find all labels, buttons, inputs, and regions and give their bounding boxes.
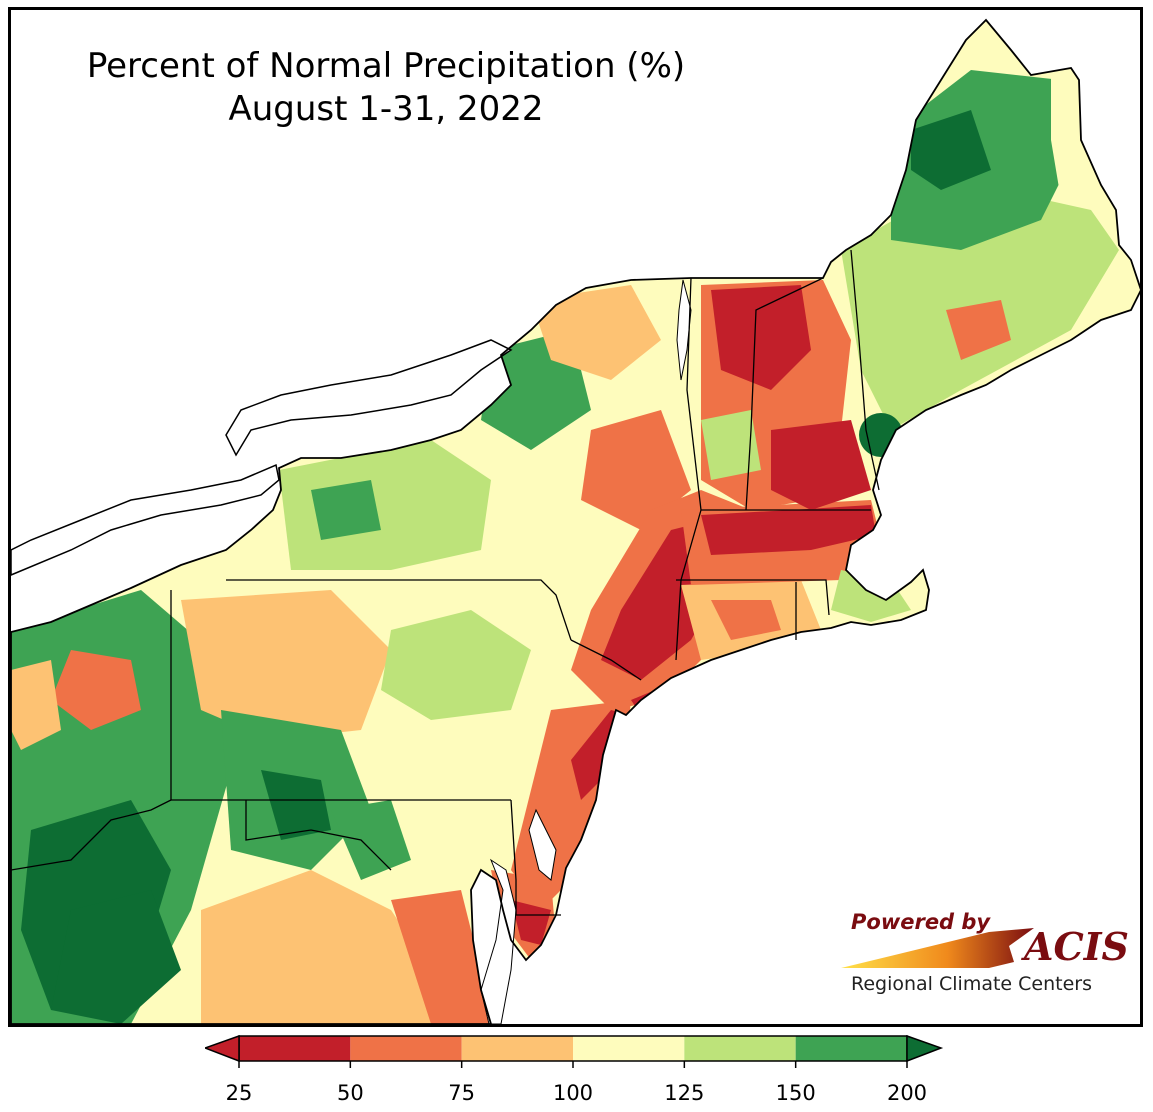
lake-erie xyxy=(11,463,280,576)
region-dry-me-coast xyxy=(946,300,1011,360)
region-very-dry-nh xyxy=(771,420,871,510)
map-frame: Percent of Normal Precipitation (%) Augu… xyxy=(8,7,1143,1027)
logo-acis: ACIS xyxy=(1024,924,1129,969)
map-subtitle: August 1-31, 2022 xyxy=(228,89,544,129)
colorbar-cell-0 xyxy=(239,1036,351,1061)
region-very-wet-me xyxy=(911,110,991,190)
colorbar-tick-label: 150 xyxy=(776,1081,816,1104)
state-borders xyxy=(11,249,880,916)
region-slightly-dry-ny-north xyxy=(531,285,661,380)
region-slightly-wet-pa-ne xyxy=(381,610,531,720)
colorbar-cell-3 xyxy=(573,1036,685,1061)
border-de-md xyxy=(510,799,561,916)
lake-champlain xyxy=(676,279,692,381)
colorbar-arrow-left xyxy=(205,1034,240,1063)
region-slightly-wet-vt xyxy=(701,410,761,480)
logo-swoosh-icon xyxy=(841,928,1034,968)
region-wet-md xyxy=(331,800,411,880)
region-slightly-dry-pa xyxy=(181,590,391,740)
precip-regions xyxy=(11,70,1119,1024)
precipitation-map xyxy=(11,19,1140,1024)
region-wet-ny-west xyxy=(311,480,381,540)
colorbar-cells xyxy=(238,1035,908,1062)
region-normal-me-east xyxy=(1051,70,1101,200)
border-vt-nh xyxy=(745,277,824,511)
logo-powered-by: Powered by xyxy=(851,910,991,934)
colorbar-tick-label: 50 xyxy=(337,1081,364,1104)
colorbar-cell-4 xyxy=(684,1036,796,1061)
colorbar-arrow-right xyxy=(906,1034,944,1063)
colorbar-cell-2 xyxy=(461,1036,573,1061)
colorbar-cell-1 xyxy=(350,1036,462,1061)
colorbar-tick-label: 100 xyxy=(553,1081,593,1104)
delaware-bay xyxy=(528,808,557,881)
map-title: Percent of Normal Precipitation (%) xyxy=(86,46,686,86)
border-ny-pa xyxy=(226,579,572,641)
region-dry-va-east xyxy=(391,890,491,1024)
region-slightly-dry-ohio xyxy=(11,660,61,750)
border-wv-va xyxy=(11,799,172,871)
colorbar-tick-label: 75 xyxy=(448,1081,475,1104)
region-dry-ny-east xyxy=(581,410,691,530)
colorbar-legend: 25 50 75 100 125 150 200 xyxy=(205,1034,944,1104)
colorbar-tick-label: 125 xyxy=(664,1081,704,1104)
colorbar-tick-label: 200 xyxy=(887,1081,927,1104)
logo-tagline: Regional Climate Centers xyxy=(851,973,1093,995)
border-nh-me xyxy=(850,249,880,491)
acis-logo: Powered by ACIS Regional Climate Centers xyxy=(839,910,1129,1005)
region-very-dry-ma xyxy=(701,505,876,555)
lake-ontario xyxy=(225,339,513,457)
colorbar-cell-5 xyxy=(795,1036,907,1061)
border-ny-nj xyxy=(570,639,642,681)
region-slightly-dry-va xyxy=(201,870,481,1024)
border-ct-ri-ma xyxy=(676,579,830,616)
colorbar-tick-label: 25 xyxy=(226,1081,253,1104)
colorbar-ticks: 25 50 75 100 125 150 200 xyxy=(226,1061,927,1104)
region-very-dry-vt xyxy=(711,285,811,390)
chesapeake-bay xyxy=(480,858,517,1024)
region-very-dry-delmarva xyxy=(511,900,551,945)
region-dry-ohio xyxy=(51,650,141,730)
region-very-wet-va-west xyxy=(51,890,181,1024)
region-very-wet-pa xyxy=(261,770,331,840)
border-md-va xyxy=(245,800,392,871)
region-dry-ct xyxy=(711,600,781,640)
